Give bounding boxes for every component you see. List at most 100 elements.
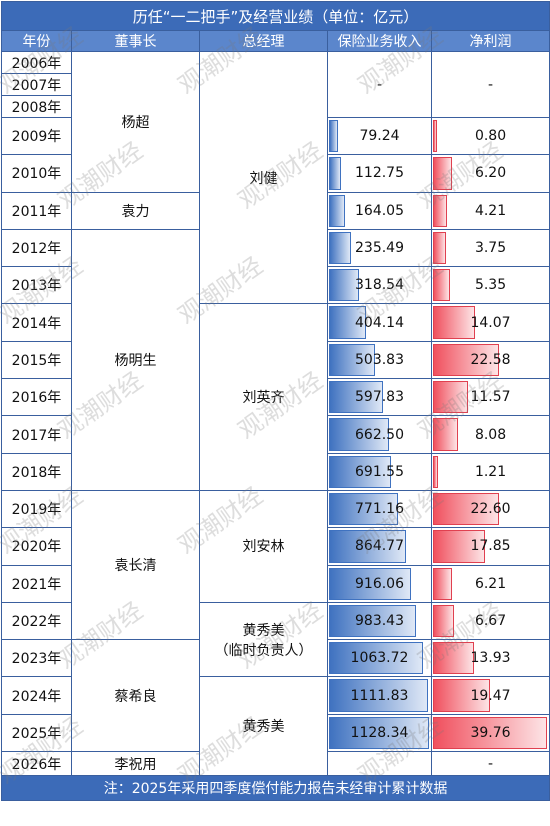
revenue-value: 662.50 [355,426,404,443]
revenue-cell: 503.83 [327,340,432,380]
revenue-cell [327,751,432,777]
year-cell: 2011年 [1,191,72,230]
year-cell: 2020年 [1,527,72,566]
year-row: 2015年 503.83 22.58 [1,340,550,380]
manager-cell: 刘英齐 [199,303,328,491]
header-cell: 年份 [1,30,72,52]
profit-bar [433,120,438,153]
revenue-cell: 983.43 [327,601,432,641]
profit-value: 11.57 [470,389,511,406]
revenue-value: 691.55 [355,463,404,480]
header-cell: 保险业务收入 [327,30,432,52]
profit-cell: - [430,51,550,118]
profit-value: 22.60 [470,501,511,518]
revenue-bar [329,604,417,638]
profit-value: 39.76 [470,724,511,741]
profit-value: 8.08 [474,426,507,443]
profit-value: 1.21 [474,463,507,480]
profit-cell: 39.76 [430,713,550,753]
year-cell: 2013年 [1,266,72,305]
revenue-cell: - [327,51,432,118]
year-cell: 2024年 [1,676,72,715]
profit-bar [433,679,490,712]
profit-cell: 1.21 [430,452,550,491]
revenue-value: 318.54 [355,277,404,294]
profit-bar [433,269,451,302]
revenue-bar [329,381,383,414]
profit-value: 6.20 [474,165,507,182]
revenue-cell: 1063.72 [327,639,432,678]
revenue-value: - [376,76,383,93]
profit-bar [433,194,447,227]
revenue-bar [329,269,359,302]
chairman-cell: 袁长清 [71,489,200,641]
revenue-value: 1128.34 [350,724,409,741]
profit-value: 5.35 [474,277,507,294]
profit-cell: 3.75 [430,228,550,268]
profit-cell: 4.21 [430,191,550,230]
profit-value: 17.85 [470,538,511,555]
profit-value: - [488,755,494,772]
table: 历任“一二把手”及经营业绩（单位：亿元） 年份 董事长 总经理 保险业务收入 净利润 20… [0,1,550,802]
footnote: 注：2025年采用四季度偿付能力报告未经审计累计数据 [0,775,550,802]
revenue-bar [329,157,341,190]
year-cell: 2010年 [1,154,72,193]
revenue-value: 164.05 [355,202,404,219]
revenue-cell: 864.77 [327,527,432,566]
revenue-cell: 235.49 [327,228,432,268]
profit-cell: 22.58 [430,340,550,380]
revenue-cell: 164.05 [327,191,432,230]
profit-value: 13.93 [470,650,511,667]
profit-bar [433,567,453,600]
profit-cell: 11.57 [430,378,550,417]
year-cell: 2006年 [1,51,72,74]
year-row: 2020年 864.77 17.85 [1,527,550,566]
page: 历任“一二把手”及经营业绩（单位：亿元） 年份 董事长 总经理 保险业务收入 净利润 20… [0,1,550,802]
year-row: 2017年 662.50 8.08 [1,415,550,454]
revenue-cell: 1128.34 [327,713,432,753]
year-cell: 2025年 [1,713,72,753]
revenue-bar [329,679,428,712]
revenue-bar [329,492,398,526]
chairman-cell: 杨明生 [71,228,200,491]
profit-value: 0.80 [474,128,507,145]
year-row: 2014年 刘英齐 404.14 14.07 [1,303,550,491]
header-cell: 净利润 [430,30,550,52]
profit-bar [433,604,454,638]
profit-cell: 8.08 [430,415,550,454]
revenue-value: 1111.83 [350,687,409,704]
revenue-bar [329,642,424,675]
chairman-cell: 蔡希良 [71,639,200,753]
year-row: 2007年 [1,73,550,96]
header-cell: 总经理 [199,30,328,52]
manager-cell: 黄秀美 （临时负责人） [199,601,328,678]
manager-cell: 黄秀美 [199,676,328,777]
profit-value: 19.47 [470,687,511,704]
year-row: 2021年 916.06 6.21 [1,564,550,603]
profit-bar [433,343,499,377]
year-row: 2025年 1128.34 39.76 [1,713,550,753]
revenue-bar [329,231,352,265]
profit-value: 3.75 [474,240,507,257]
revenue-value: 983.43 [355,613,404,629]
profit-value: 6.67 [474,613,507,629]
revenue-bar [329,567,411,600]
revenue-bar [329,120,338,153]
profit-value: 4.21 [474,202,507,219]
revenue-cell: 112.75 [327,154,432,193]
revenue-bar [329,530,407,563]
chairman-cell: 李祝用 [71,751,200,777]
profit-cell: 0.80 [430,116,550,156]
profit-cell: 19.47 [430,676,550,715]
revenue-cell: 318.54 [327,266,432,305]
year-row: 2024年 黄秀美 1111.83 19.47 [1,676,550,777]
chairman-cell: 杨超 [71,51,200,193]
year-cell: 2018年 [1,452,72,491]
revenue-bar [329,455,392,488]
manager-name: 刘安林 [242,539,285,556]
manager-name: 刘健 [249,170,278,187]
profit-value: 14.07 [470,314,511,331]
year-row: 2022年 黄秀美 （临时负责人） 983.43 6.67 [1,601,550,678]
profit-cell: 17.85 [430,527,550,566]
revenue-value: 864.77 [355,538,404,555]
